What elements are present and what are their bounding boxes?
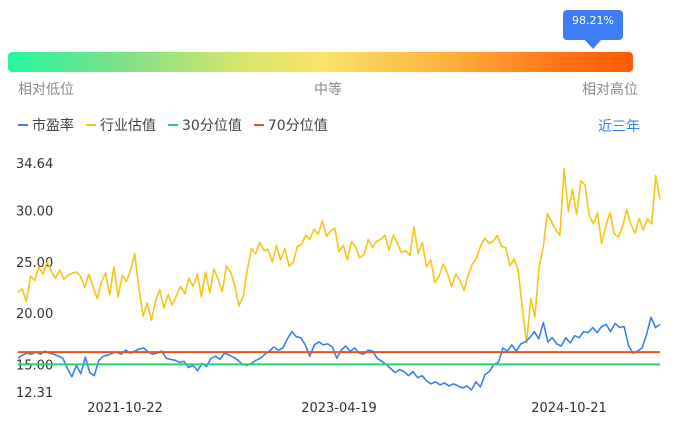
y-tick-label: 15.00 [16,358,53,373]
legend-label-p70: 70分位值 [267,118,328,134]
pe-ratio-line [17,316,661,391]
y-tick-label: 34.64 [16,157,53,172]
x-tick-label: 2024-10-21 [531,401,607,416]
y-tick-label: 25.00 [16,256,53,271]
chart-legend: 市盈率 行业估值 30分位值 70分位值 [18,116,340,134]
legend-label-industry: 行业估值 [100,118,156,134]
industry-valuation-line [17,167,661,344]
legend-item-pe[interactable]: 市盈率 [18,115,74,135]
gauge-mid-label: 中等 [314,82,342,98]
legend-item-p30[interactable]: 30分位值 [168,115,242,135]
legend-item-industry[interactable]: 行业估值 [86,115,156,135]
x-tick-label: 2021-10-22 [87,401,163,416]
y-tick-label: 12.31 [16,386,53,401]
percentile-bubble: 98.21% [562,10,623,40]
gauge-gradient-bar [8,52,633,72]
legend-label-p30: 30分位值 [182,118,242,134]
legend-label-pe: 市盈率 [32,118,74,134]
gauge-low-label: 相对低位 [18,82,74,98]
x-tick-label: 2023-04-19 [301,401,377,416]
percentile-marker: 98.21% [562,10,623,49]
percentile-pointer-icon [584,40,601,49]
y-tick-label: 20.00 [16,307,53,322]
time-range-selector[interactable]: 近三年 [598,119,640,135]
legend-swatch-industry [86,124,96,126]
legend-swatch-pe [18,124,28,126]
valuation-gauge [8,52,633,72]
legend-swatch-p70 [253,124,264,126]
y-tick-label: 30.00 [16,205,53,220]
legend-swatch-p30 [168,124,178,126]
gauge-high-label: 相对高位 [582,82,638,98]
legend-item-p70[interactable]: 70分位值 [253,115,328,135]
